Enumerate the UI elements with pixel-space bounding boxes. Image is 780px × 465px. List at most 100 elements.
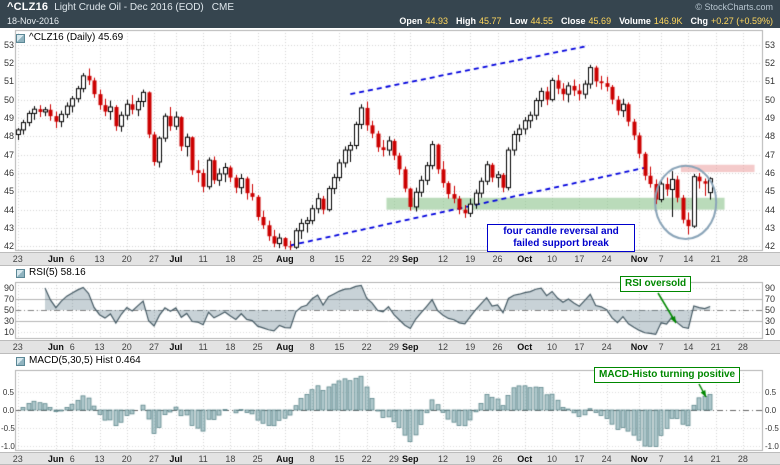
x-tick-label: Aug <box>276 454 294 464</box>
y-tick-label: 50 <box>765 305 776 315</box>
x-tick-label: 11 <box>198 254 208 264</box>
y-tick-label: 0.5 <box>765 387 777 397</box>
x-tick-label: 18 <box>225 454 236 464</box>
y-tick-label: 44 <box>3 204 14 215</box>
x-tick-label: 28 <box>737 254 748 264</box>
symbol: ^CLZ16 <box>7 1 49 13</box>
x-tick-label: 18 <box>225 342 236 352</box>
x-tick-label: 7 <box>658 342 664 352</box>
x-tick-label: Nov <box>630 454 648 464</box>
chart-date: 18-Nov-2016 <box>7 16 60 26</box>
x-tick-label: 21 <box>710 454 721 464</box>
x-tick-label: 26 <box>492 342 503 352</box>
quote-value: 44.93 <box>425 16 448 26</box>
x-tick-label: Sep <box>402 454 419 464</box>
x-tick-label: 28 <box>737 342 748 352</box>
x-tick-label: Aug <box>276 254 294 264</box>
x-tick-label: Jul <box>169 254 183 264</box>
x-tick-label: 26 <box>492 254 503 264</box>
x-tick-label: 25 <box>252 342 263 352</box>
y-tick-label: 42 <box>765 241 776 252</box>
y-tick-label: -1.0 <box>1 442 15 452</box>
x-tick-label: 22 <box>361 342 372 352</box>
x-tick-label: 6 <box>69 254 75 264</box>
x-tick-label: 20 <box>121 342 132 352</box>
x-tick-label: 7 <box>658 454 664 464</box>
x-tick-label: 12 <box>438 254 449 264</box>
y-tick-label: 50 <box>765 94 776 105</box>
x-tick-label: 15 <box>334 254 345 264</box>
x-tick-label: 10 <box>547 254 558 264</box>
price-panel-label: ^CLZ16 (Daily) 45.69 <box>16 32 123 44</box>
x-tick-label: Oct <box>517 342 533 352</box>
x-tick-label: 26 <box>492 454 503 464</box>
y-tick-label: 51 <box>765 76 776 87</box>
quote-value: 146.9K <box>653 16 683 26</box>
y-tick-label: 53 <box>765 39 776 50</box>
x-tick-label: 13 <box>94 254 105 264</box>
y-tick-label: 0.5 <box>2 387 14 397</box>
x-tick-label: 24 <box>601 254 612 264</box>
x-tick-label: 10 <box>547 454 558 464</box>
quote-value: 45.77 <box>478 16 502 26</box>
x-tick-label: 27 <box>149 342 160 352</box>
rsi-panel-label: RSI(5) 58.16 <box>16 267 86 279</box>
quote-strip: Open 44.93 High 45.77 Low 44.55 Close 45.69 Volu… <box>391 16 773 26</box>
x-tick-label: Jul <box>169 342 183 352</box>
y-tick-label: 49 <box>765 113 776 123</box>
x-tick-label: 21 <box>710 342 721 352</box>
x-tick-label: 7 <box>658 254 664 264</box>
quote-label: Open <box>399 16 423 26</box>
x-tick-label: 14 <box>683 254 694 264</box>
rsi-indicator-icon <box>16 268 25 278</box>
x-tick-label: 25 <box>252 254 263 264</box>
macd-panel-label-text: MACD(5,30,5) Hist 0.464 <box>29 355 141 366</box>
x-tick-label: Jun <box>47 254 64 264</box>
quote-label: Low <box>509 16 528 26</box>
x-tick-label: 24 <box>601 342 612 352</box>
y-tick-label: 53 <box>3 39 14 50</box>
quote-value: +0.27 (+0.59%) <box>710 16 773 26</box>
y-tick-label: -1.0 <box>765 442 779 452</box>
y-tick-label: 47 <box>765 149 776 160</box>
x-tick-label: 19 <box>465 454 476 464</box>
exchange-label: CME <box>211 1 234 13</box>
quote-label: Chg <box>690 16 708 26</box>
x-tick-label: Sep <box>402 254 419 264</box>
y-tick-label: 44 <box>765 204 776 215</box>
x-tick-label: 19 <box>465 342 476 352</box>
y-tick-label: 48 <box>3 131 14 142</box>
y-tick-label: 30 <box>3 316 14 327</box>
y-tick-label: 70 <box>3 293 14 304</box>
quote-label: Close <box>561 16 586 26</box>
x-axis-band-price: 23 Jun 6 13 20 27 Jul 11 18 25 Aug 8 15 22 29 Sep 12 19 26… <box>0 252 780 266</box>
y-tick-label: 90 <box>3 282 14 293</box>
y-tick-label: 51 <box>3 76 14 87</box>
quote-label: Volume <box>619 16 651 26</box>
chart-header-quote-row: 18-Nov-2016 Open 44.93 High 45.77 Low 44.55 Cl… <box>0 14 780 28</box>
x-tick-label: 27 <box>149 454 160 464</box>
x-tick-label: 15 <box>334 342 345 352</box>
x-tick-label: Oct <box>517 454 533 464</box>
x-tick-label: Jun <box>47 342 64 352</box>
y-tick-label: 0.0 <box>765 406 777 415</box>
x-tick-label: 15 <box>334 454 345 464</box>
x-tick-label: Aug <box>276 342 294 352</box>
x-tick-label: 25 <box>252 454 263 464</box>
x-tick-label: 8 <box>309 342 315 352</box>
x-tick-label: 19 <box>465 254 476 264</box>
y-tick-label: 50 <box>3 305 14 315</box>
x-axis-band-macd: 23 Jun 6 13 20 27 Jul 11 18 25 Aug 8 15 22 29 Sep 12 19 26… <box>0 452 780 465</box>
x-tick-label: 11 <box>198 342 208 352</box>
y-tick-label: 52 <box>765 58 776 68</box>
y-tick-label: 10 <box>3 327 14 338</box>
chart-header: ^CLZ16 Light Crude Oil - Dec 2016 (EOD) … <box>0 0 780 28</box>
x-tick-label: 6 <box>69 454 75 464</box>
x-tick-label: 8 <box>309 254 315 264</box>
rsi-panel-label-text: RSI(5) 58.16 <box>29 267 86 278</box>
copyright: © StockCharts.com <box>695 2 773 12</box>
x-tick-label: Oct <box>517 254 533 264</box>
y-tick-label: 47 <box>3 149 14 160</box>
